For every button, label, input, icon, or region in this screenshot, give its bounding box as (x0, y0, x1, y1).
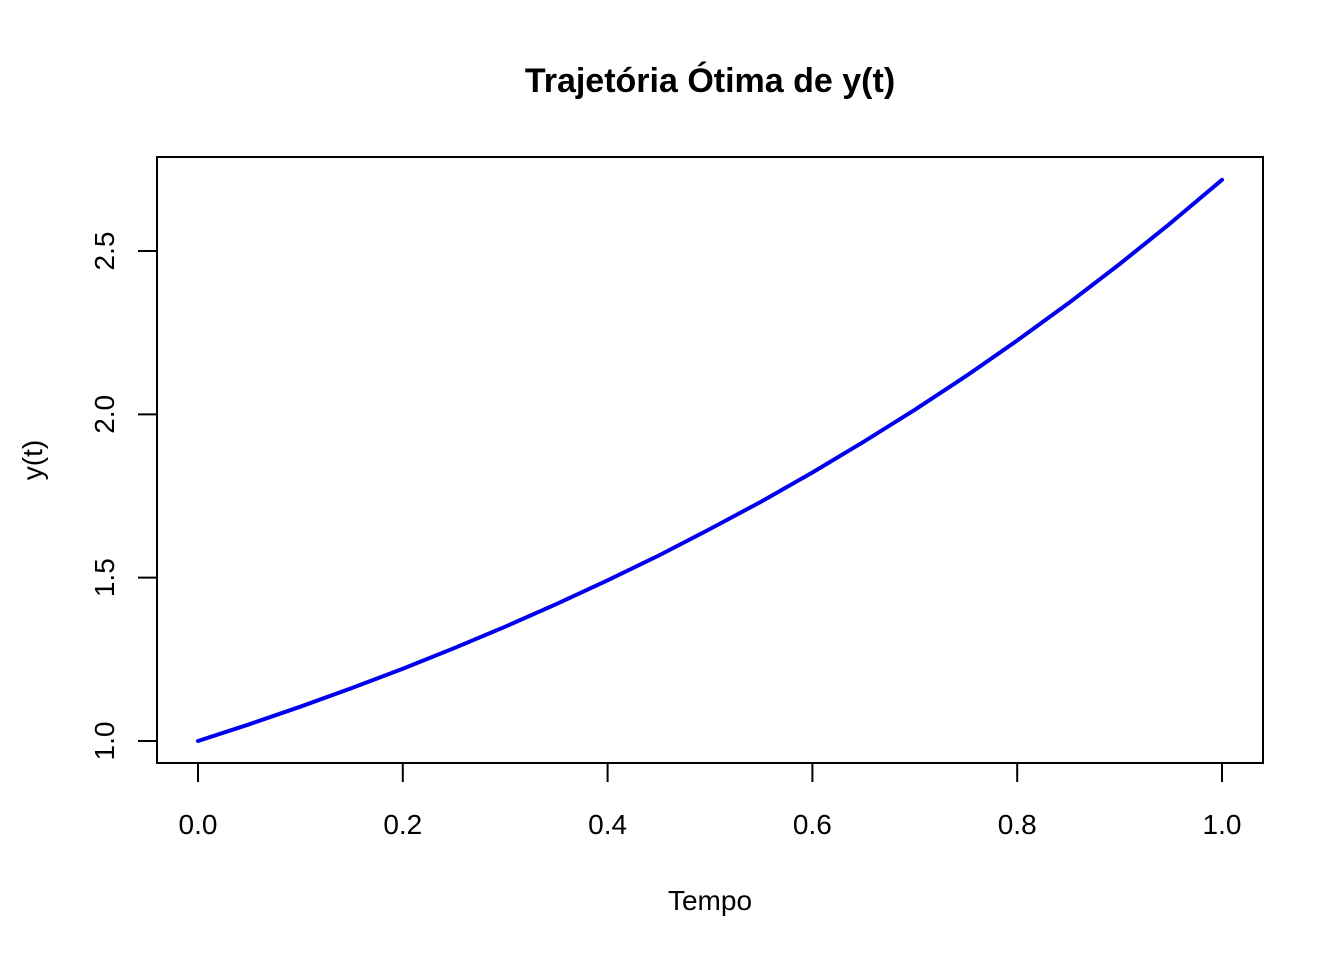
x-tick-label: 1.0 (1203, 809, 1242, 840)
y-tick-label: 2.5 (89, 232, 120, 271)
x-tick-label: 0.6 (793, 809, 832, 840)
y-axis: 1.0 1.5 2.0 2.5 (89, 232, 158, 761)
chart-title: Trajetória Ótima de y(t) (525, 62, 895, 100)
x-tick-label: 0.4 (588, 809, 627, 840)
y-tick-label: 1.0 (89, 722, 120, 761)
plot-frame (156, 156, 1264, 764)
x-tick-label: 0.2 (383, 809, 422, 840)
y-tick-label: 2.0 (89, 395, 120, 434)
y-tick-label: 1.5 (89, 558, 120, 597)
series-line (196, 177, 1224, 743)
x-axis: 0.0 0.2 0.4 0.6 0.8 1.0 (179, 762, 1242, 840)
x-axis-label: Tempo (668, 885, 752, 916)
x-tick-label: 0.8 (998, 809, 1037, 840)
x-tick-label: 0.0 (179, 809, 218, 840)
y-axis-label: y(t) (17, 440, 48, 480)
